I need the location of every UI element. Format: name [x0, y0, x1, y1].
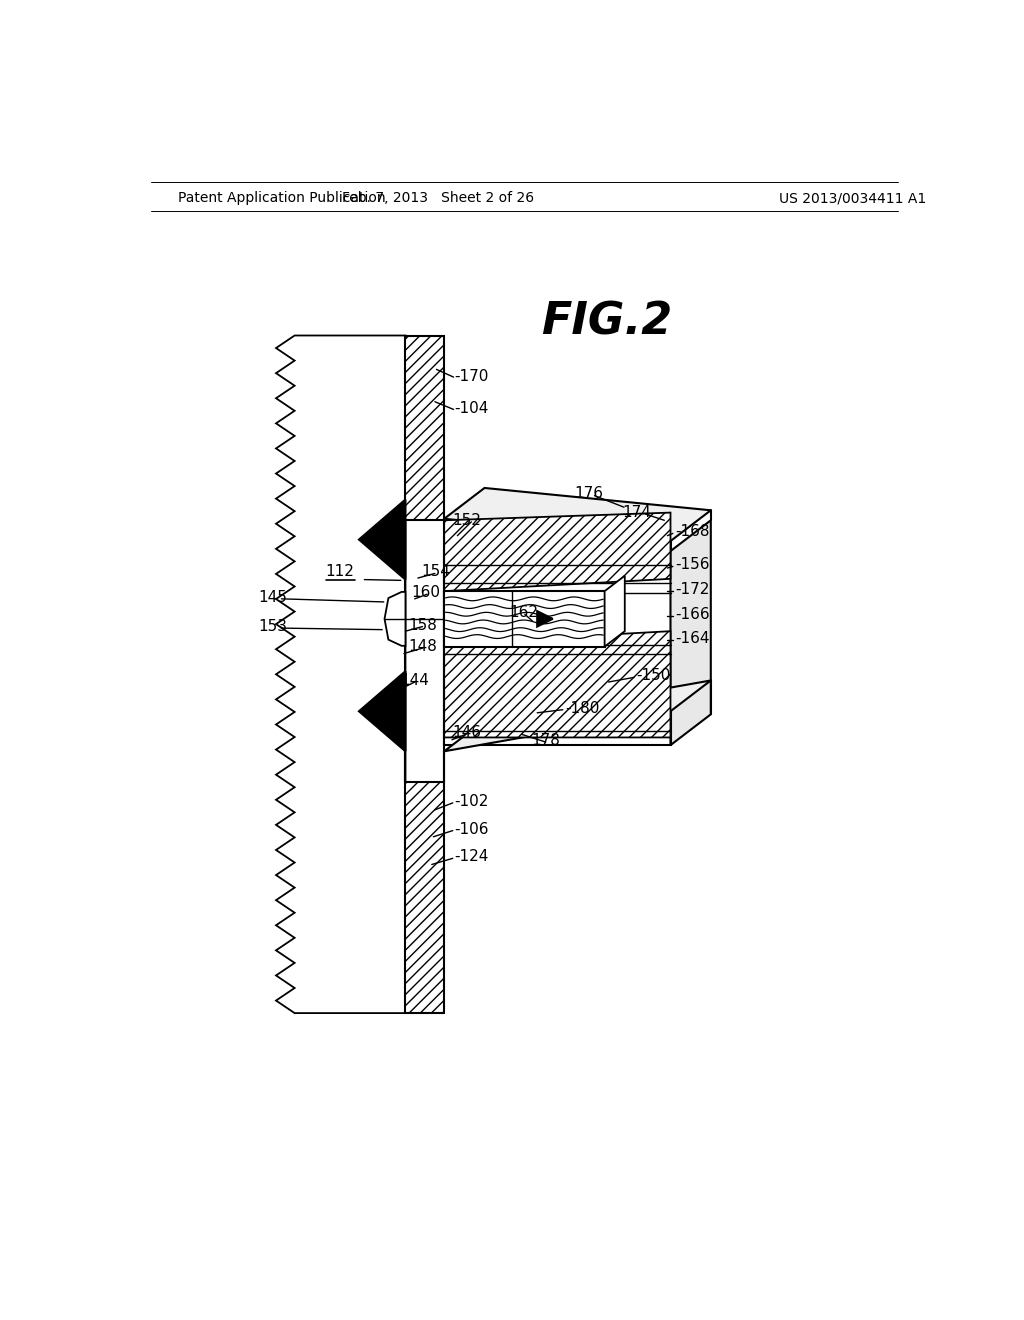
Text: 145: 145 — [258, 590, 287, 605]
Text: -168: -168 — [675, 524, 710, 540]
Text: 144: 144 — [400, 673, 430, 688]
Text: 158: 158 — [409, 618, 437, 632]
Text: 153: 153 — [258, 619, 287, 634]
Polygon shape — [444, 681, 711, 751]
Polygon shape — [444, 552, 671, 744]
Text: 148: 148 — [409, 639, 437, 655]
Polygon shape — [538, 611, 553, 627]
Polygon shape — [406, 335, 444, 520]
Polygon shape — [444, 591, 604, 647]
Text: -150: -150 — [636, 668, 671, 684]
Text: -106: -106 — [455, 821, 488, 837]
Polygon shape — [406, 781, 444, 1014]
Polygon shape — [444, 512, 671, 591]
Text: -104: -104 — [455, 401, 488, 416]
Text: 112: 112 — [326, 565, 354, 579]
Text: 152: 152 — [452, 512, 481, 528]
Text: Feb. 7, 2013   Sheet 2 of 26: Feb. 7, 2013 Sheet 2 of 26 — [342, 191, 535, 206]
Text: -102: -102 — [455, 793, 488, 809]
Text: -166: -166 — [675, 607, 710, 622]
Text: -164: -164 — [675, 631, 710, 647]
Text: 176: 176 — [574, 486, 603, 500]
Text: 154: 154 — [421, 565, 450, 579]
Polygon shape — [444, 488, 711, 541]
Text: 146: 146 — [452, 725, 481, 741]
Text: -180: -180 — [565, 701, 599, 715]
Text: 178: 178 — [531, 733, 561, 748]
Polygon shape — [385, 591, 406, 645]
Text: FIG.2: FIG.2 — [542, 300, 673, 343]
Polygon shape — [359, 671, 406, 751]
Polygon shape — [444, 631, 671, 738]
Text: 162: 162 — [509, 605, 539, 620]
Polygon shape — [276, 335, 406, 1014]
Text: Patent Application Publication: Patent Application Publication — [178, 191, 386, 206]
Text: -170: -170 — [455, 368, 488, 384]
Text: 160: 160 — [412, 585, 440, 601]
Polygon shape — [604, 576, 625, 647]
Text: US 2013/0034411 A1: US 2013/0034411 A1 — [779, 191, 927, 206]
Text: -156: -156 — [675, 557, 710, 573]
Polygon shape — [671, 520, 711, 744]
Polygon shape — [359, 499, 406, 579]
Text: -172: -172 — [675, 582, 710, 597]
Text: -124: -124 — [455, 849, 488, 865]
Text: 174: 174 — [623, 506, 651, 520]
